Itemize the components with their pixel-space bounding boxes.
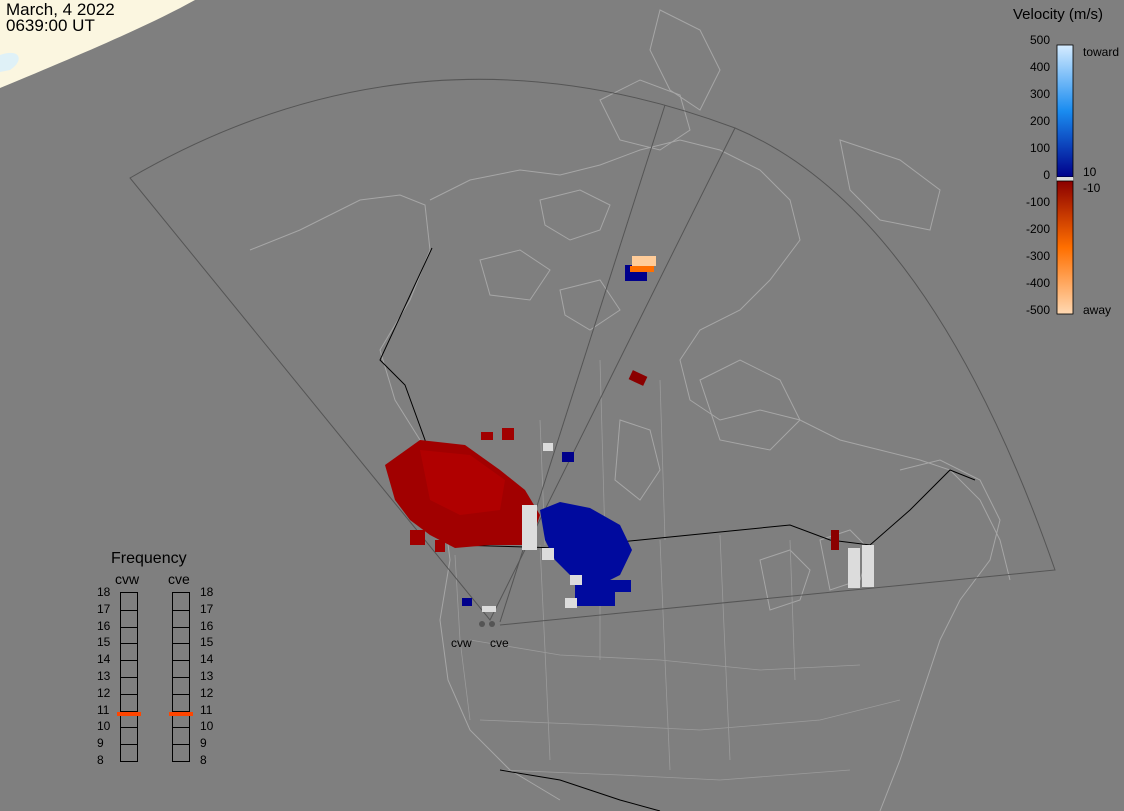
frequency-scale-label: 11 (97, 702, 110, 717)
timestamp-time: 0639:00 UT (6, 16, 95, 35)
frequency-bar-cve (169, 592, 193, 762)
frequency-scale-label: 13 (200, 669, 214, 683)
coastlines (249, 9, 1011, 811)
radar-label-cvw: cvw (451, 636, 472, 650)
colorbar-title: Velocity (m/s) (1013, 6, 1104, 23)
frequency-marker-cvw (117, 711, 141, 716)
frequency-gridline (173, 643, 189, 645)
velocity-colorbar (1056, 44, 1074, 315)
frequency-scale-label: 10 (200, 719, 214, 734)
colorbar-away-label: away (1083, 303, 1112, 317)
frequency-gridline (121, 710, 137, 712)
frequency-gridline (121, 744, 137, 746)
colorbar-tick-label: 200 (1029, 114, 1050, 128)
colorbar-tick-label: 500 (1029, 33, 1050, 47)
frequency-gridline (173, 660, 189, 662)
frequency-scale-label: 18 (97, 585, 111, 599)
frequency-bar-cvw (117, 592, 141, 762)
frequency-col-label-cvw: cvw (115, 571, 140, 587)
frequency-scale-label: 18 (200, 585, 214, 599)
frequency-title: Frequency (111, 550, 187, 567)
frequency-scale-label: 8 (97, 753, 104, 767)
frequency-gridline (173, 744, 189, 746)
colorbar-pos-threshold: 10 (1083, 165, 1097, 179)
colorbar-tick-label: -200 (1025, 222, 1050, 236)
frequency-scale-label: 12 (97, 685, 111, 700)
timestamp-date: March, 4 2022 (6, 0, 115, 19)
colorbar-tick-label: -400 (1025, 276, 1050, 290)
frequency-scale-label: 15 (97, 635, 111, 650)
colorbar-tick-label: -500 (1025, 303, 1050, 317)
frequency-scale-label: 16 (200, 618, 214, 633)
frequency-scale-label: 16 (97, 618, 111, 633)
frequency-gridline (173, 693, 189, 695)
frequency-scale-label: 12 (200, 685, 214, 700)
frequency-gridline (121, 693, 137, 695)
colorbar-tick-label: 400 (1029, 60, 1050, 74)
velocity-cells-away (385, 370, 839, 552)
frequency-gridline (121, 643, 137, 645)
radar-label-cve: cve (490, 636, 509, 650)
colorbar-tick-label: 0 (1043, 168, 1050, 182)
frequency-scale-label: 15 (200, 635, 214, 650)
frequency-scale-label: 10 (97, 719, 111, 734)
frequency-scale-label: 13 (97, 669, 111, 683)
frequency-scale-label: 14 (200, 652, 214, 667)
frequency-col-label-cve: cve (168, 571, 190, 587)
frequency-scale-label: 8 (200, 753, 207, 767)
colorbar-neg-threshold: -10 (1083, 181, 1101, 195)
radar-site-cvw (479, 621, 485, 627)
frequency-marker-cve (169, 711, 193, 716)
frequency-gridline (121, 609, 137, 611)
frequency-scale-label: 9 (97, 736, 104, 751)
frequency-gridline (121, 626, 137, 628)
ground-scatter-cells (482, 256, 874, 612)
radar-site-cve (489, 621, 495, 627)
colorbar-tick-label: -100 (1025, 195, 1050, 209)
frequency-gridline (173, 677, 189, 678)
frequency-gridline (173, 727, 189, 729)
frequency-gridline (121, 677, 137, 678)
frequency-scale-label: 9 (200, 736, 207, 751)
frequency-scale-label: 17 (200, 601, 214, 616)
velocity-cells-toward (462, 265, 647, 606)
frequency-scale-label: 11 (200, 702, 213, 717)
frequency-gridline (121, 660, 137, 662)
colorbar-tick-label: -300 (1025, 249, 1050, 263)
frequency-gridline (173, 609, 189, 611)
colorbar-toward-label: toward (1083, 45, 1120, 59)
frequency-gridline (173, 710, 189, 712)
frequency-scale-label: 17 (97, 601, 111, 616)
frequency-gridline (173, 626, 189, 628)
colorbar-tick-label: 100 (1029, 141, 1050, 155)
colorbar-tick-label: 300 (1029, 87, 1050, 101)
frequency-scale-label: 14 (97, 652, 111, 667)
state-borders (454, 359, 901, 781)
frequency-gridline (121, 727, 137, 729)
